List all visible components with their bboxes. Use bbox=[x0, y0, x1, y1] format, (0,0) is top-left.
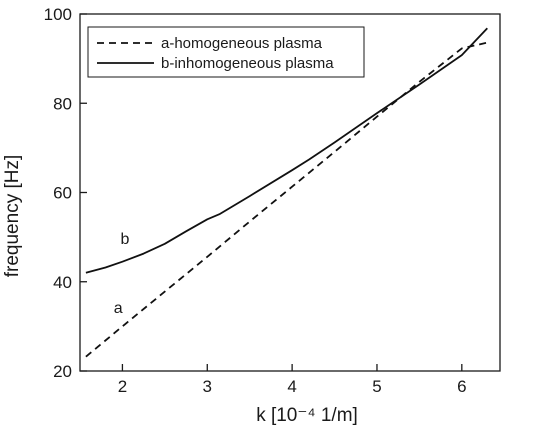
y-tick-label: 20 bbox=[53, 362, 72, 381]
x-tick-label: 5 bbox=[372, 377, 381, 396]
x-tick-label: 3 bbox=[203, 377, 212, 396]
series-line-b bbox=[85, 27, 488, 274]
y-tick-label: 80 bbox=[53, 94, 72, 113]
x-axis-label: k [10⁻⁴ 1/m] bbox=[256, 405, 358, 426]
legend-label: b-inhomogeneous plasma bbox=[161, 55, 334, 72]
y-tick-label: 40 bbox=[53, 273, 72, 292]
y-axis-label: frequency [Hz] bbox=[2, 155, 23, 278]
series-line-a bbox=[85, 41, 488, 358]
x-tick-label: 4 bbox=[287, 377, 296, 396]
legend-box bbox=[87, 26, 365, 78]
y-tick-label: 100 bbox=[44, 5, 72, 24]
legend-label: a-homogeneous plasma bbox=[161, 35, 323, 52]
series-inline-label-a: a bbox=[114, 300, 123, 317]
series-inline-label-b: b bbox=[121, 231, 130, 248]
y-tick-label: 60 bbox=[53, 184, 72, 203]
x-tick-label: 2 bbox=[118, 377, 127, 396]
x-tick-label: 6 bbox=[457, 377, 466, 396]
